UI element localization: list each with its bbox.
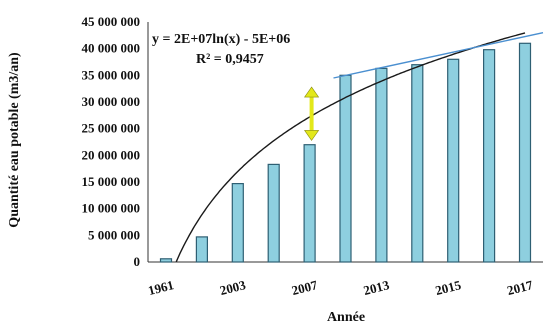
x-axis-title: Année [327, 310, 365, 325]
y-tick-label: 30 000 000 [82, 94, 141, 109]
y-tick-label: 40 000 000 [82, 41, 141, 56]
x-tick-label: 2007 [290, 277, 319, 298]
equation-label: y = 2E+07ln(x) - 5E+06 [152, 32, 290, 47]
x-tick-label: 2013 [362, 277, 391, 298]
bar [159, 258, 173, 263]
y-tick-label: 5 000 000 [88, 227, 140, 242]
y-tick-label: 10 000 000 [82, 201, 141, 216]
y-tick-labels: 0 5 000 000 10 000 000 15 000 000 20 000 000… [82, 14, 141, 269]
bar [483, 49, 496, 263]
x-tick-label: 2017 [505, 277, 534, 298]
y-tick-label: 0 [134, 254, 141, 269]
bar [447, 58, 460, 263]
bars [159, 42, 532, 263]
y-tick-label: 35 000 000 [82, 67, 141, 82]
y-axis-title: Quantité eau potable (m3/an) [7, 52, 22, 228]
y-tick-label: 45 000 000 [82, 14, 141, 29]
bar [195, 236, 208, 263]
double-arrow [304, 86, 320, 141]
bar [375, 67, 388, 263]
upper-trend-line [333, 32, 544, 79]
x-tick-label: 2003 [218, 277, 247, 298]
bar [411, 64, 424, 263]
r-squared-label: R² = 0,9457 [196, 52, 264, 67]
x-tick-labels: 1961 2003 2007 2013 2015 2017 [146, 277, 534, 298]
bar [267, 163, 280, 263]
bar [339, 74, 352, 263]
x-tick-label: 1961 [146, 277, 175, 298]
x-tick-label: 2015 [434, 277, 463, 298]
bar [518, 42, 532, 263]
bar [231, 183, 244, 263]
y-tick-label: 15 000 000 [82, 174, 141, 189]
bar [303, 144, 316, 263]
y-tick-label: 20 000 000 [82, 147, 141, 162]
arrow-head-down [304, 130, 320, 141]
y-tick-label: 25 000 000 [82, 121, 141, 136]
arrow-head-up [304, 86, 320, 98]
log-trendline [175, 32, 526, 262]
